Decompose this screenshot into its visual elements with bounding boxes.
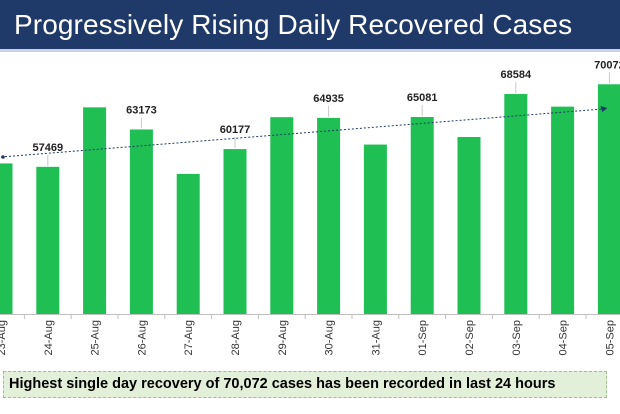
- x-tick-label: 23-Aug: [0, 320, 8, 355]
- x-tick-label: 30-Aug: [324, 320, 336, 355]
- x-tick-label: 29-Aug: [277, 320, 289, 355]
- x-tick-label: 28-Aug: [230, 320, 242, 355]
- x-tick-label: 05-Sep: [604, 320, 616, 355]
- page-title: Progressively Rising Daily Recovered Cas…: [14, 9, 573, 40]
- bar-02-Sep: [457, 136, 481, 314]
- x-tick-label: 31-Aug: [370, 320, 382, 355]
- x-tick-label: 03-Sep: [511, 320, 523, 355]
- data-label: 68584: [501, 69, 532, 81]
- trend-line: [0, 108, 603, 158]
- x-tick-label: 27-Aug: [183, 320, 195, 355]
- trend-arrow-head: [600, 106, 608, 112]
- bar-05-Sep: [597, 84, 620, 314]
- x-tick-label: 24-Aug: [43, 320, 55, 355]
- bar-30-Aug: [317, 117, 341, 314]
- bar-24-Aug: [36, 166, 60, 314]
- data-label: 63173: [126, 104, 157, 116]
- bar-28-Aug: [223, 149, 247, 314]
- x-tick-label: 04-Sep: [558, 320, 570, 355]
- bar-31-Aug: [363, 144, 387, 314]
- bar-25-Aug: [83, 107, 107, 314]
- footer-note: Highest single day recovery of 70,072 ca…: [3, 371, 607, 398]
- x-tick-label: 26-Aug: [136, 320, 148, 355]
- bar-04-Sep: [551, 106, 575, 314]
- trend-line-start: [1, 155, 5, 159]
- bar-26-Aug: [129, 129, 153, 314]
- bar-01-Sep: [410, 116, 434, 314]
- data-label: 57469: [33, 142, 64, 154]
- bar-27-Aug: [176, 173, 200, 314]
- x-tick-label: 25-Aug: [90, 320, 102, 355]
- data-label: 64935: [313, 93, 344, 105]
- header-banner: Progressively Rising Daily Recovered Cas…: [0, 0, 620, 52]
- bar-29-Aug: [270, 117, 294, 314]
- x-tick-label: 01-Sep: [417, 320, 429, 355]
- data-label: 60177: [220, 124, 251, 136]
- x-tick-label: 02-Sep: [464, 320, 476, 355]
- bar-03-Sep: [504, 94, 528, 314]
- bar-23-Aug: [0, 163, 13, 314]
- data-label: 65081: [407, 92, 438, 104]
